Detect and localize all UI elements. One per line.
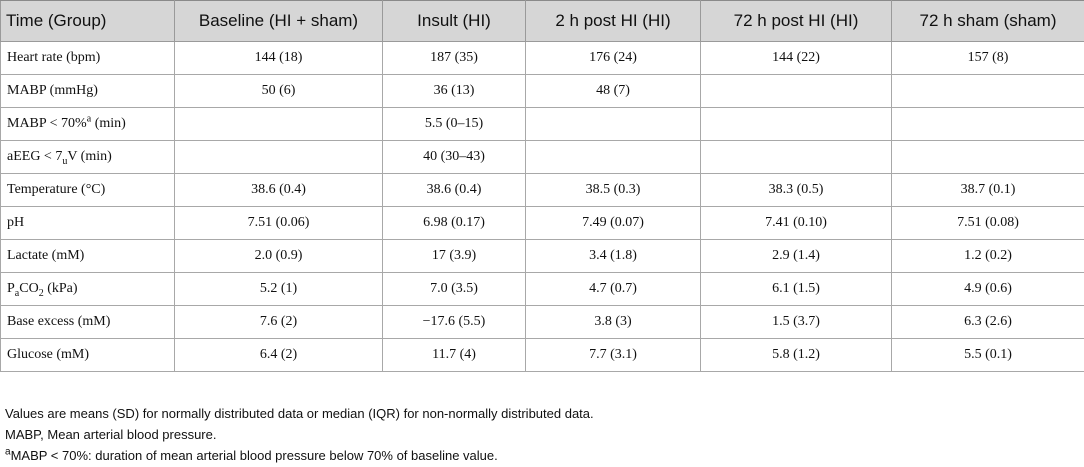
table-cell: 3.8 (3) [525,305,701,339]
row-label-main: MABP < 70% [7,116,87,131]
table-cell: 40 (30–43) [382,140,526,174]
column-header-72h-sham: 72 h sham (sham) [891,0,1084,42]
table-row: Temperature (°C) 38.6 (0.4) 38.6 (0.4) 3… [0,173,1084,207]
column-header-2h-post-hi: 2 h post HI (HI) [525,0,701,42]
row-label-main: aEEG < 7 [7,149,63,164]
table-cell: 17 (3.9) [382,239,526,273]
table-cell: 1.5 (3.7) [700,305,892,339]
footnote-marker: a [5,446,11,458]
table-cell [525,107,701,141]
table-cell: 2.9 (1.4) [700,239,892,273]
table-cell [174,107,383,141]
table-cell: 144 (22) [700,41,892,75]
table-cell: −17.6 (5.5) [382,305,526,339]
table-cell: 187 (35) [382,41,526,75]
table-row: MABP < 70%a (min) 5.5 (0–15) [0,107,1084,141]
table-cell [174,140,383,174]
column-header-insult: Insult (HI) [382,0,526,42]
table-header: Time (Group) Baseline (HI + sham) Insult… [0,0,1084,42]
row-label: aEEG < 7uV (min) [0,140,175,174]
row-label-subscript: a [14,287,20,299]
table-row: Base excess (mM) 7.6 (2) −17.6 (5.5) 3.8… [0,305,1084,339]
table-cell: 7.6 (2) [174,305,383,339]
table-cell: 3.4 (1.8) [525,239,701,273]
table-cell [525,140,701,174]
row-label: Base excess (mM) [0,305,175,339]
table-cell: 6.98 (0.17) [382,206,526,240]
table-cell: 157 (8) [891,41,1084,75]
table-cell: 4.9 (0.6) [891,272,1084,306]
row-label-subscript: u [62,155,68,167]
table-cell: 6.3 (2.6) [891,305,1084,339]
table-row: Heart rate (bpm) 144 (18) 187 (35) 176 (… [0,41,1084,75]
table-cell: 7.51 (0.06) [174,206,383,240]
table-cell: 1.2 (0.2) [891,239,1084,273]
footnote-abbreviation: MABP, Mean arterial blood pressure. [5,427,217,442]
row-label: Temperature (°C) [0,173,175,207]
table-cell: 6.4 (2) [174,338,383,372]
table-cell: 36 (13) [382,74,526,108]
table-cell: 38.6 (0.4) [382,173,526,207]
table-footnotes: Values are means (SD) for normally distr… [5,403,594,466]
footnote-marker: a [86,113,92,125]
row-label: PaCO2 (kPa) [0,272,175,306]
table-cell: 7.41 (0.10) [700,206,892,240]
table-cell [891,74,1084,108]
header-row: Time (Group) Baseline (HI + sham) Insult… [0,0,1084,42]
table-cell [700,74,892,108]
row-label: MABP (mmHg) [0,74,175,108]
table-row: Glucose (mM) 6.4 (2) 11.7 (4) 7.7 (3.1) … [0,338,1084,372]
row-label-tail: (min) [91,116,126,131]
row-label-mid: CO [19,281,39,296]
table-cell: 5.5 (0.1) [891,338,1084,372]
table-body: Heart rate (bpm) 144 (18) 187 (35) 176 (… [0,41,1084,372]
table-cell [700,140,892,174]
table-cell: 4.7 (0.7) [525,272,701,306]
table-cell: 6.1 (1.5) [700,272,892,306]
table-cell: 5.5 (0–15) [382,107,526,141]
row-label-tail: V (min) [67,149,112,164]
table-row: aEEG < 7uV (min) 40 (30–43) [0,140,1084,174]
table-cell: 50 (6) [174,74,383,108]
table-cell: 144 (18) [174,41,383,75]
table-cell: 7.7 (3.1) [525,338,701,372]
footnote-values: Values are means (SD) for normally distr… [5,406,594,421]
table-row: pH 7.51 (0.06) 6.98 (0.17) 7.49 (0.07) 7… [0,206,1084,240]
table-row: MABP (mmHg) 50 (6) 36 (13) 48 (7) [0,74,1084,108]
table-cell: 2.0 (0.9) [174,239,383,273]
row-label-subscript: 2 [38,287,44,299]
row-label: Glucose (mM) [0,338,175,372]
footnote-mabp-text: MABP < 70%: duration of mean arterial bl… [10,448,498,463]
table-cell: 11.7 (4) [382,338,526,372]
table-row: Lactate (mM) 2.0 (0.9) 17 (3.9) 3.4 (1.8… [0,239,1084,273]
table-cell: 7.49 (0.07) [525,206,701,240]
table-cell: 5.2 (1) [174,272,383,306]
table-cell [891,140,1084,174]
row-label: Heart rate (bpm) [0,41,175,75]
table-cell: 38.6 (0.4) [174,173,383,207]
table-cell: 48 (7) [525,74,701,108]
physiology-table: Time (Group) Baseline (HI + sham) Insult… [0,0,1084,372]
column-header-72h-post-hi: 72 h post HI (HI) [700,0,892,42]
table-cell: 38.3 (0.5) [700,173,892,207]
column-header-baseline: Baseline (HI + sham) [174,0,383,42]
row-label-main: P [7,281,15,296]
row-label: pH [0,206,175,240]
row-label: MABP < 70%a (min) [0,107,175,141]
table-cell: 7.0 (3.5) [382,272,526,306]
footnote-mabp: aMABP < 70%: duration of mean arterial b… [5,445,594,466]
table-cell: 38.5 (0.3) [525,173,701,207]
table-cell: 176 (24) [525,41,701,75]
table-cell [700,107,892,141]
table-cell [891,107,1084,141]
row-label: Lactate (mM) [0,239,175,273]
row-label-tail: (kPa) [43,281,78,296]
table-cell: 5.8 (1.2) [700,338,892,372]
table-row: PaCO2 (kPa) 5.2 (1) 7.0 (3.5) 4.7 (0.7) … [0,272,1084,306]
column-header-time-group: Time (Group) [0,0,175,42]
table-cell: 7.51 (0.08) [891,206,1084,240]
table-cell: 38.7 (0.1) [891,173,1084,207]
